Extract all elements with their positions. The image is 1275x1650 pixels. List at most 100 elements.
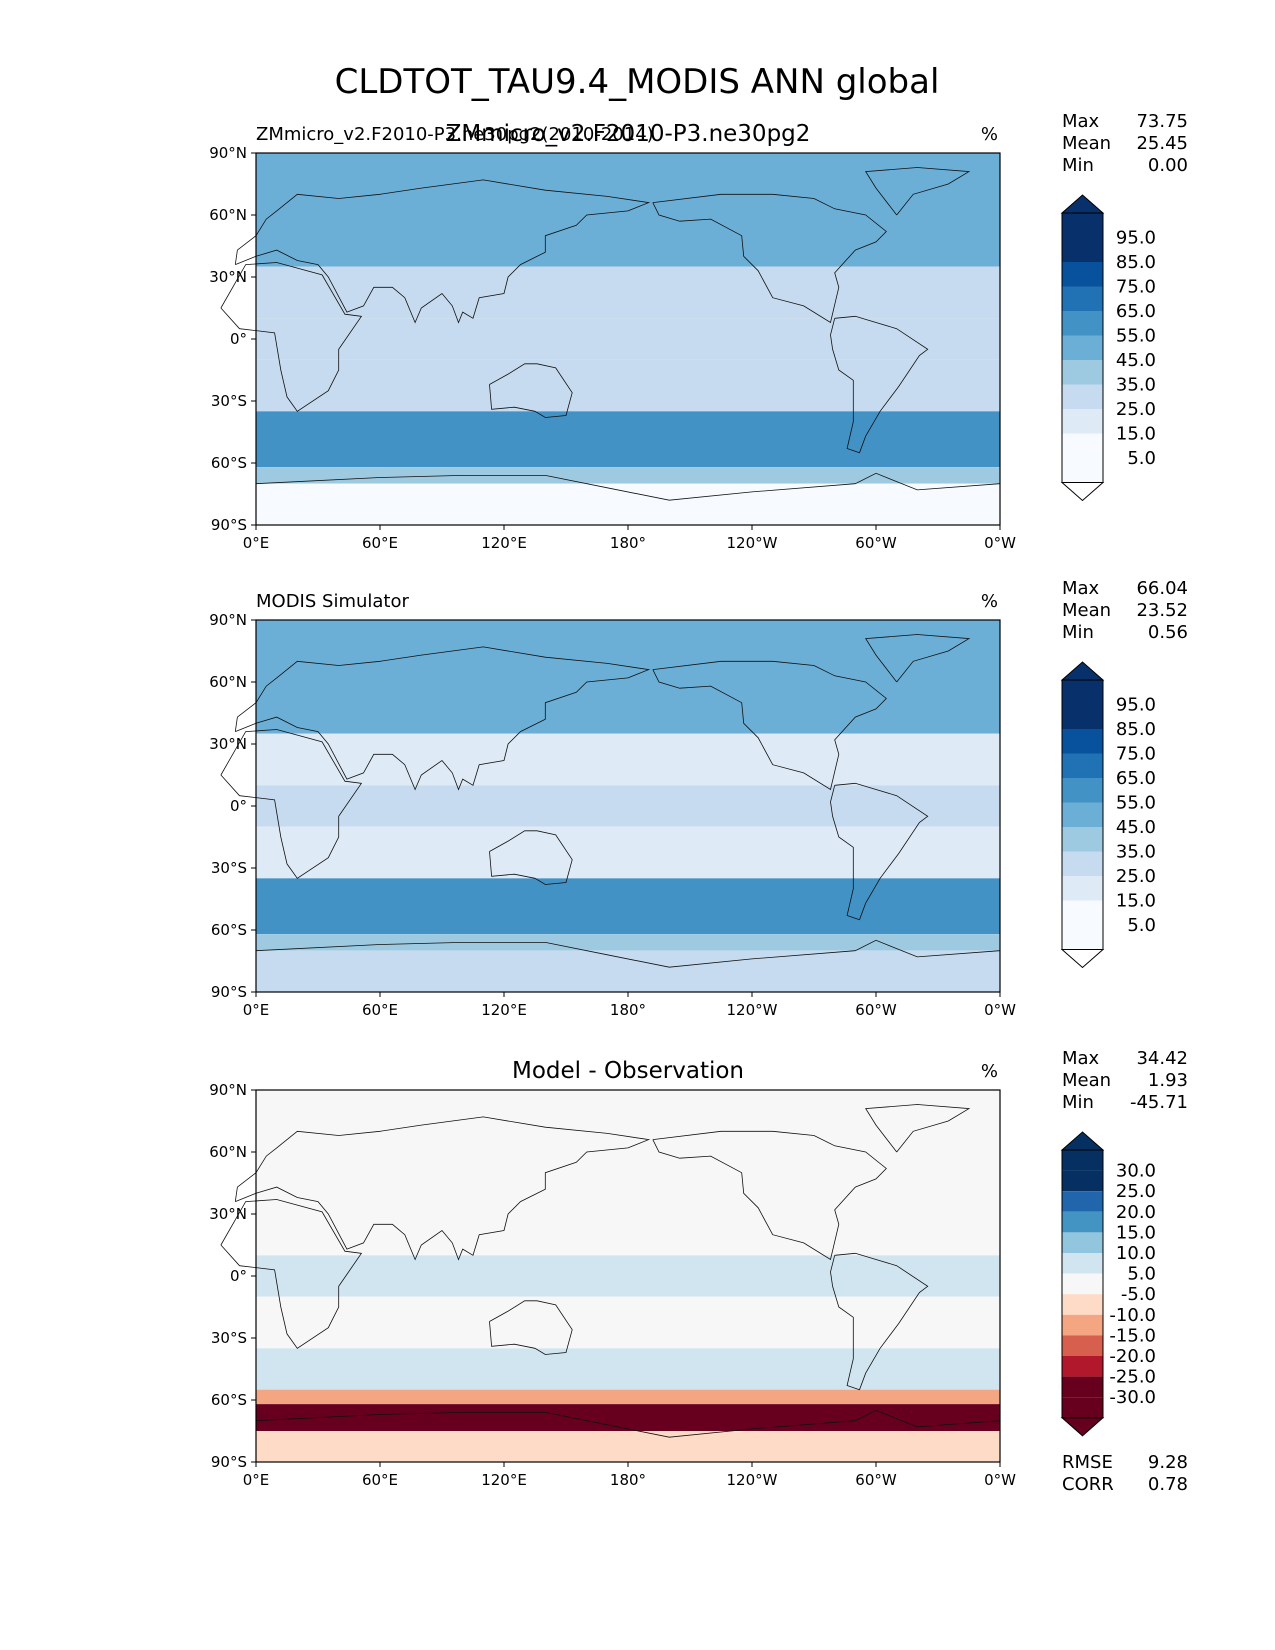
zonal-band — [256, 934, 1000, 951]
coastline — [652, 660, 887, 791]
coastline — [489, 363, 573, 418]
zonal-band — [256, 1404, 1000, 1431]
stat-value: 0.78 — [1148, 1474, 1188, 1495]
panel-reference: 0°E 60°E 120°E 180° 120°W 60°W 0°W 90°N 60°N 30°N… — [209, 578, 1188, 1019]
zonal-band — [256, 1389, 1000, 1405]
y-tick-label: 90°S — [211, 983, 247, 1001]
colorbar-segment — [1062, 433, 1103, 458]
y-tick-label: 30°N — [209, 1205, 247, 1223]
zonal-band — [256, 1203, 1000, 1256]
zonal-band — [256, 215, 1000, 267]
colorbar-segment — [1062, 729, 1103, 754]
colorbar-segment — [1062, 900, 1103, 925]
colorbar-label: 95.0 — [1116, 228, 1156, 249]
colorbar-label: 45.0 — [1116, 350, 1156, 371]
y-tick-label: 60°N — [209, 673, 247, 691]
colorbar-segment — [1062, 335, 1103, 360]
stat-value: 34.42 — [1136, 1048, 1188, 1069]
x-tick-label: 120°E — [481, 1001, 527, 1019]
x-tick-label: 0°E — [243, 1471, 270, 1489]
colorbar-segment — [1062, 286, 1103, 311]
stat-value: -45.71 — [1130, 1092, 1188, 1113]
colorbar-segment — [1062, 778, 1103, 803]
panel-test: 0°E 60°E 120°E 180° 120°W 60°W 0°W 90°N 60°N 30°N… — [209, 111, 1188, 552]
coastline — [865, 634, 971, 683]
zonal-band — [256, 318, 1000, 360]
coastline — [865, 167, 971, 216]
y-tick-label: 90°N — [209, 144, 247, 162]
zonal-band — [256, 733, 1000, 786]
stat-value: 25.45 — [1136, 133, 1188, 154]
x-tick-label: 180° — [610, 1001, 646, 1019]
coastline — [255, 472, 1001, 501]
colorbar-frame — [1061, 679, 1104, 950]
colorbar-segment — [1062, 925, 1103, 950]
panel-left-label: ZMmicro_v2.F2010-P3.ne30pg2(2010-2014) — [256, 124, 654, 145]
y-tick-label: 90°N — [209, 1081, 247, 1099]
zonal-band — [256, 950, 1000, 992]
colorbar-segment — [1062, 851, 1103, 876]
units-label: % — [981, 1061, 998, 1082]
coastline — [830, 1252, 929, 1391]
x-tick-label: 120°E — [481, 534, 527, 552]
colorbar-label: 5.0 — [1127, 448, 1156, 469]
zonal-band — [256, 1090, 1000, 1152]
x-tick-label: 120°W — [727, 534, 778, 552]
colorbar-label: 55.0 — [1116, 793, 1156, 814]
y-tick-label: 90°N — [209, 611, 247, 629]
colorbar-segment — [1062, 213, 1103, 238]
colorbar-segment — [1062, 1170, 1103, 1192]
colorbar-segment — [1062, 360, 1103, 385]
colorbar-segment — [1062, 1294, 1103, 1315]
colorbar-label: 65.0 — [1116, 768, 1156, 789]
colorbar-segment — [1062, 1150, 1103, 1171]
zonal-band — [256, 266, 1000, 319]
stat-label: Min — [1062, 1092, 1094, 1113]
coastline — [652, 1130, 887, 1261]
colorbar-label: -10.0 — [1109, 1305, 1156, 1326]
panel-title: Model - Observation — [512, 1058, 744, 1084]
y-tick-label: 30°S — [211, 859, 247, 877]
colorbar-label: 75.0 — [1116, 744, 1156, 765]
stat-value: 9.28 — [1148, 1452, 1188, 1473]
colorbar-extend-top — [1060, 661, 1105, 681]
x-tick-label: 0°W — [984, 1001, 1016, 1019]
colorbar-frame — [1061, 212, 1104, 483]
colorbar-segment — [1062, 1376, 1103, 1398]
colorbar-segment — [1062, 1314, 1103, 1336]
colorbar-label: -25.0 — [1109, 1367, 1156, 1388]
colorbar-label: 65.0 — [1116, 301, 1156, 322]
colorbar-segment — [1062, 1211, 1103, 1233]
colorbar-segment — [1062, 409, 1103, 434]
y-tick-label: 60°S — [211, 921, 247, 939]
y-tick-label: 60°S — [211, 454, 247, 472]
colorbar-segment — [1062, 458, 1103, 483]
colorbar-label: 95.0 — [1116, 695, 1156, 716]
colorbar-label: 5.0 — [1127, 1264, 1156, 1285]
units-label: % — [981, 124, 998, 145]
coastline — [220, 1199, 363, 1349]
colorbar-extend-top — [1060, 1131, 1105, 1151]
panel-difference: 0°E 60°E 120°E 180° 120°W 60°W 0°W 90°N 60°N 30°N… — [209, 1048, 1188, 1495]
stat-label: Mean — [1062, 133, 1111, 154]
y-tick-label: 0° — [230, 797, 247, 815]
colorbar-segment — [1062, 1397, 1103, 1418]
y-tick-label: 30°N — [209, 735, 247, 753]
coastline — [234, 179, 651, 324]
zonal-band — [256, 1152, 1000, 1204]
stat-label: Max — [1062, 111, 1100, 132]
colorbar-extend-top — [1060, 194, 1105, 214]
stat-value: 23.52 — [1136, 600, 1188, 621]
colorbar-segment — [1062, 1335, 1103, 1356]
x-tick-label: 120°W — [727, 1001, 778, 1019]
stat-value: 0.00 — [1148, 155, 1188, 176]
panel-left-label: MODIS Simulator — [256, 591, 409, 612]
colorbar-label: 15.0 — [1116, 891, 1156, 912]
stat-label: Max — [1062, 1048, 1100, 1069]
colorbar-segment — [1062, 802, 1103, 827]
colorbar-segment — [1062, 876, 1103, 901]
colorbar-label: 10.0 — [1116, 1243, 1156, 1264]
stat-label: Mean — [1062, 1070, 1111, 1091]
zonal-band — [256, 878, 1000, 935]
